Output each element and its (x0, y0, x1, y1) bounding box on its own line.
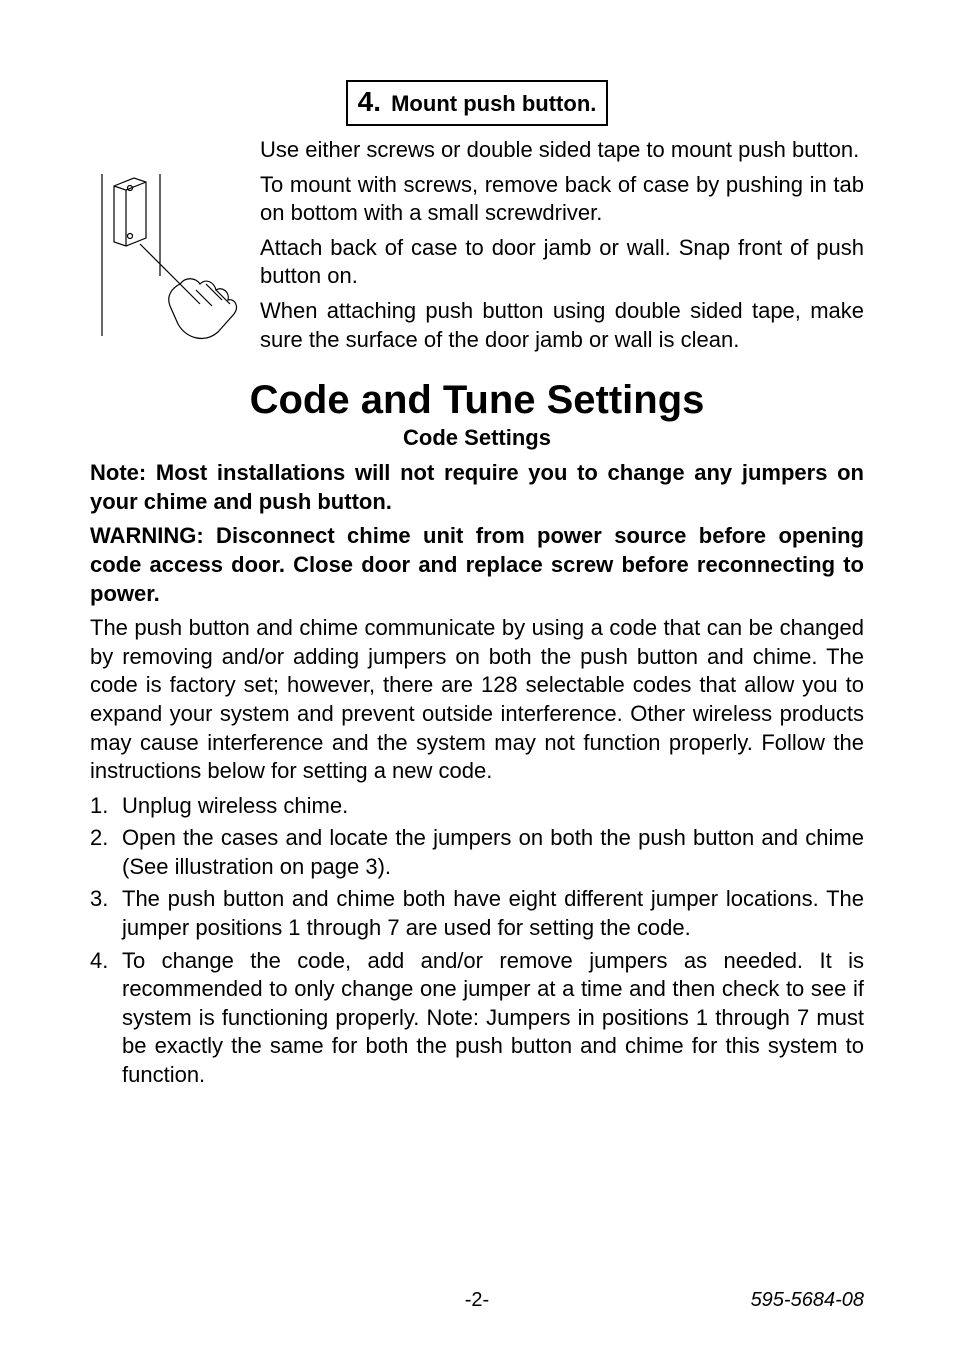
mount-text: Use either screws or double sided tape t… (260, 136, 864, 360)
step-row: 4. Mount push button. (90, 80, 864, 126)
step-item: To change the code, add and/or remove ju… (90, 947, 864, 1090)
mount-row: Use either screws or double sided tape t… (90, 136, 864, 360)
main-heading: Code and Tune Settings (90, 378, 864, 423)
push-button-mount-icon (90, 156, 250, 346)
page: 4. Mount push button. (0, 0, 954, 1372)
step-box: 4. Mount push button. (346, 80, 609, 126)
step-item: Unplug wireless chime. (90, 792, 864, 821)
steps-list: Unplug wireless chime. Open the cases an… (90, 792, 864, 1090)
illustration (90, 136, 260, 346)
mount-p4: When attaching push button using double … (260, 297, 864, 354)
sub-heading: Code Settings (90, 425, 864, 451)
footer: -2- 595-5684-08 (90, 1289, 864, 1312)
step-item: The push button and chime both have eigh… (90, 885, 864, 942)
body: Note: Most installations will not requir… (90, 459, 864, 1089)
mount-p2: To mount with screws, remove back of cas… (260, 171, 864, 228)
intro: The push button and chime communicate by… (90, 614, 864, 786)
step-number: 4. (358, 86, 381, 117)
mount-p1: Use either screws or double sided tape t… (260, 136, 864, 165)
step-item: Open the cases and locate the jumpers on… (90, 824, 864, 881)
warning: WARNING: Disconnect chime unit from powe… (90, 522, 864, 608)
page-number: -2- (90, 1289, 864, 1312)
note: Note: Most installations will not requir… (90, 459, 864, 516)
mount-p3: Attach back of case to door jamb or wall… (260, 234, 864, 291)
step-title: Mount push button. (391, 91, 596, 116)
